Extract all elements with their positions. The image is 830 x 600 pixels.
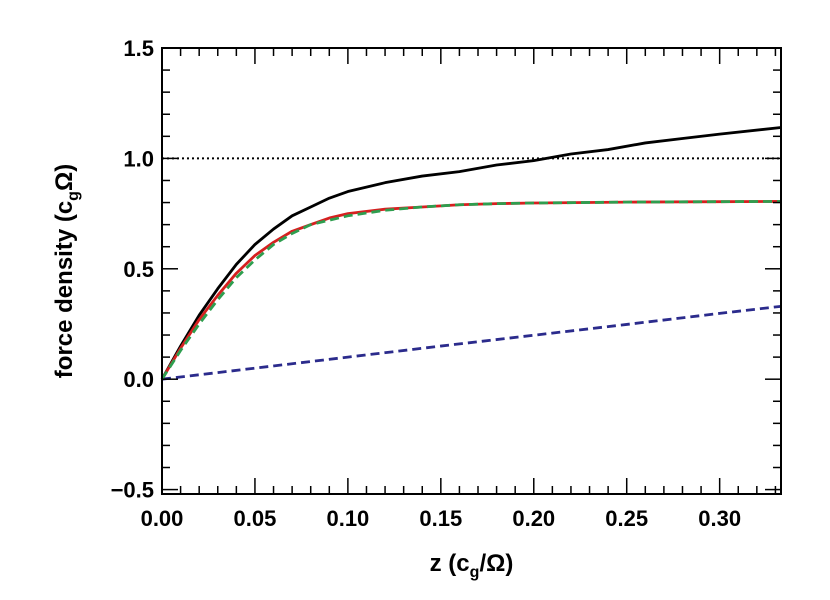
x-tick-label: 0.10 <box>326 506 369 531</box>
y-axis-label: force density (cgΩ) <box>51 164 82 378</box>
x-axis-label-tail: /Ω) <box>479 550 513 577</box>
series-line-1 <box>161 304 782 381</box>
y-tick-label: −0.5 <box>111 478 154 503</box>
y-tick-label: 1.5 <box>123 36 154 61</box>
x-axis-label: z (cg/Ω) <box>430 550 514 581</box>
y-tick-label: 0.5 <box>123 257 154 282</box>
y-tick-label: 1.0 <box>123 146 154 171</box>
tick-labels-layer: 0.00 0.05 0.10 0.15 0.20 0.25 0.30 −0.5 0.0 0.5 1.… <box>111 36 742 531</box>
series-layer <box>160 126 782 381</box>
x-axis-label-main: z (c <box>430 550 470 577</box>
x-tick-label: 0.20 <box>512 506 555 531</box>
x-tick-label: 0.30 <box>698 506 741 531</box>
y-tick-label: 0.0 <box>123 367 154 392</box>
x-tick-label: 0.05 <box>234 506 277 531</box>
ticks-layer <box>161 47 781 494</box>
series-line-3 <box>160 200 782 380</box>
y-axis-label-main: force density (c <box>51 201 78 378</box>
x-axis-label-subscript: g <box>470 564 480 581</box>
series-line-4 <box>160 200 782 380</box>
x-tick-label: 0.15 <box>419 506 462 531</box>
x-tick-label: 0.25 <box>605 506 648 531</box>
y-axis-label-tail: Ω) <box>51 164 78 191</box>
series-line-2 <box>160 126 782 380</box>
plot-frame <box>161 47 782 495</box>
x-tick-label: 0.00 <box>141 506 184 531</box>
y-axis-label-subscript: g <box>65 191 82 201</box>
